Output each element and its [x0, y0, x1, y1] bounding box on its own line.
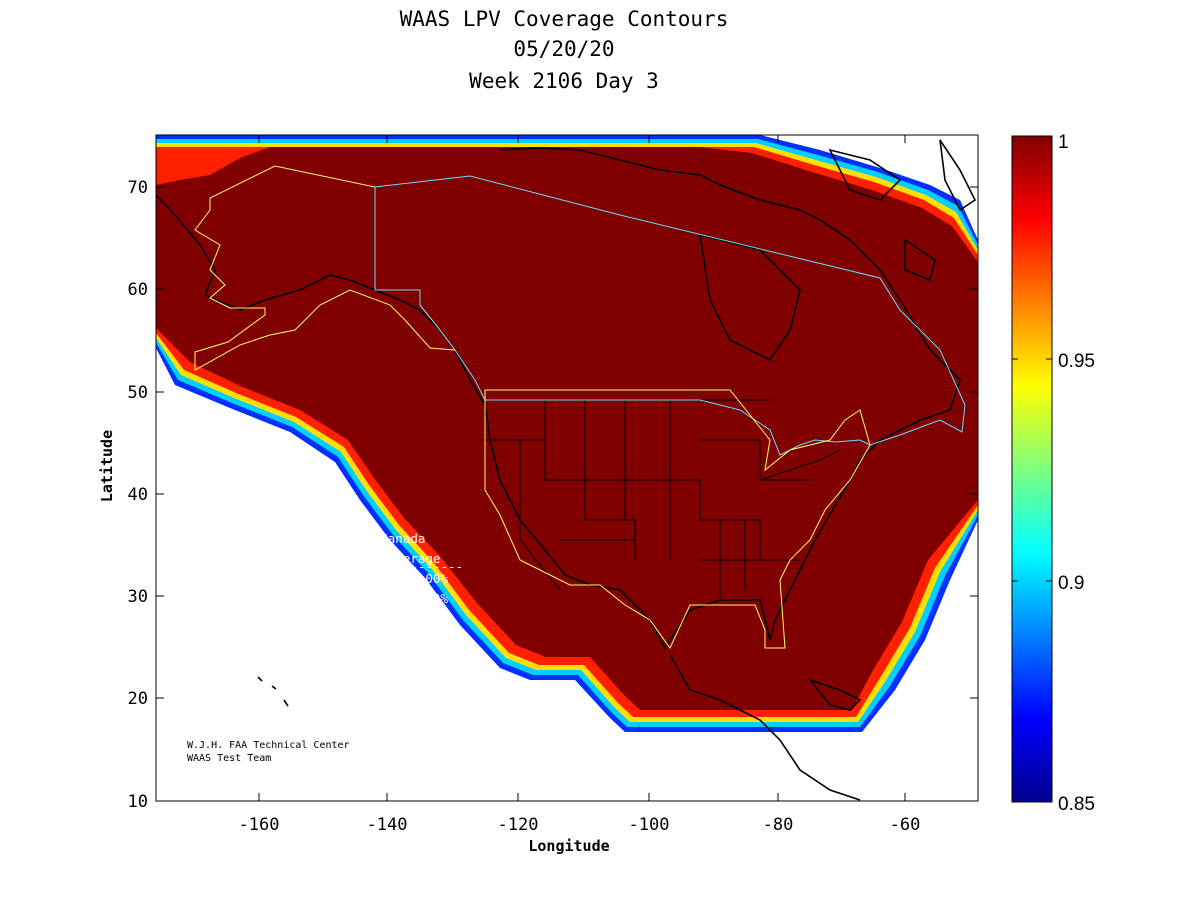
chart-title-date: 05/20/20: [513, 37, 615, 61]
colorbar-tick-label: 0.85: [1058, 794, 1095, 815]
table-header-1: Percent| CONUS | Alaska | Canada: [162, 531, 425, 546]
x-tick-label: -140: [367, 815, 408, 835]
x-tick-marks: [258, 135, 906, 801]
table-row: 99 | 100.00% | 100.00% | 100.00%: [162, 612, 448, 627]
y-tick-label: 40: [128, 485, 148, 505]
conus-outline: [484, 389, 871, 649]
colorbar: [1011, 135, 1053, 803]
table-row: 99.9 | 100.00% | 99.66% | 100.00%: [162, 632, 441, 647]
y-tick-label: 30: [128, 587, 148, 607]
y-tick-label: 50: [128, 383, 148, 403]
x-tick-label: -120: [498, 815, 539, 835]
chart-title-line1: WAAS LPV Coverage Contours: [399, 7, 729, 31]
coverage-full-region: [156, 147, 978, 710]
table-row: 95 | 100.00% | 100.00% | 100.00%: [162, 571, 448, 586]
y-tick-marks: [156, 186, 978, 699]
coverage-table: Percent| CONUS | Alaska | Canada Avail.|…: [162, 531, 463, 668]
coastlines: [156, 139, 977, 801]
x-tick-label: -160: [239, 815, 280, 835]
y-tick-label: 20: [128, 689, 148, 709]
table-row: 100 | 100.00% | 99.66% | 100.00%: [162, 653, 441, 668]
y-axis-label: Latitude: [98, 430, 116, 502]
x-tick-label: -100: [629, 815, 670, 835]
x-tick-label: -80: [763, 815, 794, 835]
y-tick-label: 70: [128, 178, 148, 198]
colorbar-tick-label: 0.9: [1058, 573, 1084, 594]
y-tick-label: 10: [128, 792, 148, 812]
y-tick-label: 60: [128, 280, 148, 300]
coverage-contours: [156, 135, 978, 801]
table-row: 98 | 100.00% | 100.00% | 100.00%: [162, 591, 448, 606]
canada-outline: [374, 175, 966, 456]
colorbar-tick-label: 1: [1058, 132, 1069, 153]
region-outlines: [194, 165, 966, 649]
credit-line-2: WAAS Test Team: [187, 753, 271, 764]
colorbar-ticks: [1012, 358, 1052, 582]
plot-frame: [155, 134, 979, 802]
chart-title-week-day: Week 2106 Day 3: [469, 69, 659, 93]
credit-line-1: W.J.H. FAA Technical Center: [187, 740, 350, 751]
table-header-2: Avail.|Coverage |Coverage | Coverage: [162, 551, 440, 566]
colorbar-tick-label: 0.95: [1058, 351, 1095, 372]
table-rule: ----------------------------------------: [162, 559, 463, 574]
x-tick-label: -60: [890, 815, 921, 835]
x-axis-label: Longitude: [528, 837, 609, 855]
